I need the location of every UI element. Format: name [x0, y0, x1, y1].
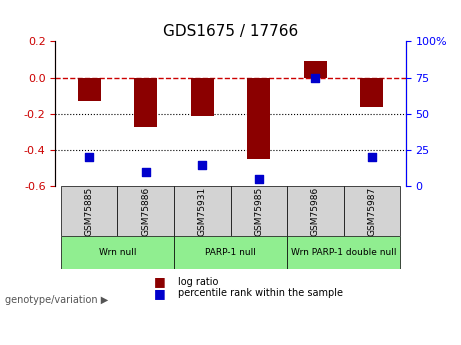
Text: GSM75986: GSM75986 [311, 187, 320, 236]
Text: GSM75985: GSM75985 [254, 187, 263, 236]
Point [255, 176, 262, 182]
Text: Wrn null: Wrn null [99, 248, 136, 257]
Bar [135, 78, 157, 127]
Bar [191, 78, 213, 116]
FancyBboxPatch shape [61, 186, 118, 236]
Text: GSM75886: GSM75886 [141, 187, 150, 236]
Text: ■: ■ [154, 287, 165, 300]
Text: GSM75987: GSM75987 [367, 187, 376, 236]
FancyBboxPatch shape [61, 236, 174, 269]
Point [86, 155, 93, 160]
Bar [78, 78, 100, 101]
Text: genotype/variation ▶: genotype/variation ▶ [5, 295, 108, 305]
Title: GDS1675 / 17766: GDS1675 / 17766 [163, 24, 298, 39]
Bar [248, 78, 270, 159]
FancyBboxPatch shape [174, 236, 287, 269]
Point [368, 155, 375, 160]
Point [142, 169, 149, 175]
FancyBboxPatch shape [287, 236, 400, 269]
Text: Wrn PARP-1 double null: Wrn PARP-1 double null [291, 248, 396, 257]
FancyBboxPatch shape [118, 186, 174, 236]
Text: percentile rank within the sample: percentile rank within the sample [178, 288, 343, 298]
Point [312, 75, 319, 80]
Text: log ratio: log ratio [178, 277, 219, 287]
Text: PARP-1 null: PARP-1 null [205, 248, 256, 257]
Text: GSM75931: GSM75931 [198, 187, 207, 236]
Text: GSM75885: GSM75885 [85, 187, 94, 236]
FancyBboxPatch shape [230, 186, 287, 236]
Bar [361, 78, 383, 107]
FancyBboxPatch shape [287, 186, 343, 236]
Bar [304, 61, 326, 78]
FancyBboxPatch shape [174, 186, 230, 236]
Text: ■: ■ [154, 275, 165, 288]
FancyBboxPatch shape [343, 186, 400, 236]
Point [199, 162, 206, 167]
